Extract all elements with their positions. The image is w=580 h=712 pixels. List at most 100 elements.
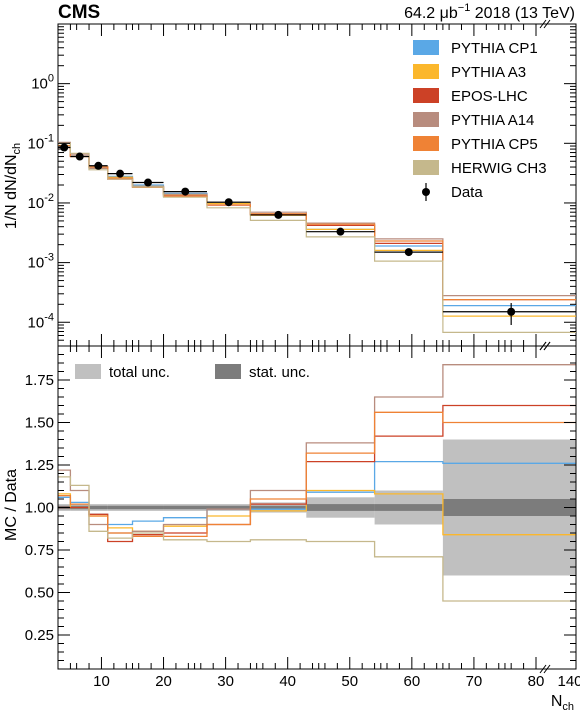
legend-swatch [413, 40, 439, 55]
top-y-tick-label: 10-2 [28, 192, 54, 212]
data-point-marker [116, 169, 125, 178]
bottom-y-tick-label: 1.25 [25, 457, 54, 474]
stat-unc-band [374, 504, 443, 511]
data-point-marker [94, 161, 103, 170]
legend-label: PYTHIA CP1 [451, 40, 538, 57]
stat-unc-band [89, 505, 108, 510]
stat-unc-band [132, 505, 164, 510]
data-point [107, 169, 133, 178]
legend-swatch [413, 136, 439, 151]
top-y-tick-label-exp: -1 [44, 132, 54, 144]
top-y-tick-label: 10-4 [28, 311, 54, 331]
top-y-tick-label: 100 [31, 73, 54, 93]
top-y-tick-label-base: 10 [28, 314, 45, 331]
x-tick-label: 20 [155, 673, 172, 690]
experiment-label: CMS [58, 2, 100, 23]
lumi-unit: μb [440, 5, 458, 22]
x-tick-label: 40 [279, 673, 296, 690]
data-point-marker [60, 143, 69, 152]
legend-label: Data [451, 184, 483, 201]
x-tick-label-last: 140 [557, 673, 580, 690]
ratio-legend-entry: stat. unc. [215, 364, 310, 381]
data-point-marker [336, 227, 345, 236]
bottom-panel-bands [58, 439, 576, 576]
x-tick-label: 60 [404, 673, 421, 690]
stat-unc-band [442, 499, 576, 516]
bottom-panel-y-ticks: 0.25 0.50 0.75 1.00 1.25 1.50 1.75 [25, 354, 576, 661]
stat-unc-band [163, 505, 207, 510]
luminosity-label: 64.2 μb−1 2018 (13 TeV) [404, 2, 575, 22]
axis-break-mark [539, 19, 547, 29]
axis-break-mark [539, 664, 547, 674]
bottom-y-tick-label: 0.50 [25, 585, 54, 602]
legend-entry: PYTHIA A14 [413, 112, 534, 129]
top-y-axis-label-main: 1/N dN/dN [3, 154, 20, 229]
stat-unc-band [206, 505, 251, 510]
x-axis-label: Nch [551, 693, 574, 712]
top-y-tick-label-exp: 0 [48, 73, 54, 85]
top-panel-series [58, 141, 576, 333]
legend-label: EPOS-LHC [451, 88, 528, 105]
x-tick-label: 70 [466, 673, 483, 690]
stat-unc-band [306, 504, 375, 511]
legend-entry-data: Data [422, 183, 483, 201]
legend-label: PYTHIA A3 [451, 64, 526, 81]
top-y-axis-label: 1/N dN/dNch [3, 143, 23, 229]
ratio-legend-swatch [215, 364, 241, 379]
top-y-tick-label-exp: -4 [44, 311, 54, 323]
bottom-legend: total unc. stat. unc. [75, 364, 310, 381]
data-point-marker [404, 248, 413, 257]
ratio-legend-entry: total unc. [75, 364, 170, 381]
data-point-marker [75, 152, 84, 161]
data-point [374, 248, 443, 257]
bottom-y-tick-label: 1.50 [25, 415, 54, 432]
lumi-value: 64.2 [404, 5, 435, 22]
data-point-marker [507, 307, 516, 316]
legend-label: PYTHIA A14 [451, 112, 534, 129]
data-point-marker [274, 210, 283, 219]
legend-label: HERWIG CH3 [451, 160, 547, 177]
legend-swatch [413, 112, 439, 127]
top-legend: PYTHIA CP1 PYTHIA A3 EPOS-LHC PYTHIA A14 PYT… [413, 40, 547, 201]
ratio-series-herwig-ch3 [58, 476, 576, 602]
legend-swatch [413, 88, 439, 103]
top-series-herwig-ch3 [58, 142, 576, 333]
ratio-legend-label: stat. unc. [249, 364, 310, 381]
data-point [442, 303, 576, 325]
bottom-panel-series [58, 364, 576, 602]
data-point [206, 198, 251, 207]
legend-entry: PYTHIA A3 [413, 64, 526, 81]
x-axis-label-main: N [551, 693, 563, 710]
top-y-tick-label: 10-3 [28, 252, 54, 272]
data-point [250, 210, 307, 219]
x-axis-label-sub: ch [562, 701, 574, 712]
bottom-y-axis-label: MC / Data [3, 469, 20, 541]
top-y-tick-label-base: 10 [28, 195, 45, 212]
top-y-tick-label-base: 10 [31, 76, 48, 93]
legend-swatch [413, 160, 439, 175]
legend-entry: HERWIG CH3 [413, 160, 547, 177]
stat-unc-band [107, 505, 133, 510]
top-y-tick-label-base: 10 [28, 135, 45, 152]
legend-swatch [413, 64, 439, 79]
data-point [89, 161, 108, 170]
ratio-legend-label: total unc. [109, 364, 170, 381]
axis-break-mark [543, 664, 551, 674]
axis-break-mark [543, 19, 551, 29]
legend-entry: PYTHIA CP1 [413, 40, 538, 57]
top-panel-data [58, 143, 576, 325]
axis-break-mark [543, 341, 551, 351]
top-y-tick-label-exp: -2 [44, 192, 54, 204]
data-point [132, 178, 164, 187]
data-point-marker [181, 187, 190, 196]
legend-entry: EPOS-LHC [413, 88, 528, 105]
x-tick-label: 80 [528, 673, 545, 690]
bottom-y-tick-label: 1.00 [25, 500, 54, 517]
bottom-panel-x-ticks: 10 20 30 40 50 60 70 80 140 [69, 341, 580, 690]
data-point-marker [224, 198, 233, 207]
data-point [163, 187, 207, 196]
legend-label: PYTHIA CP5 [451, 136, 538, 153]
